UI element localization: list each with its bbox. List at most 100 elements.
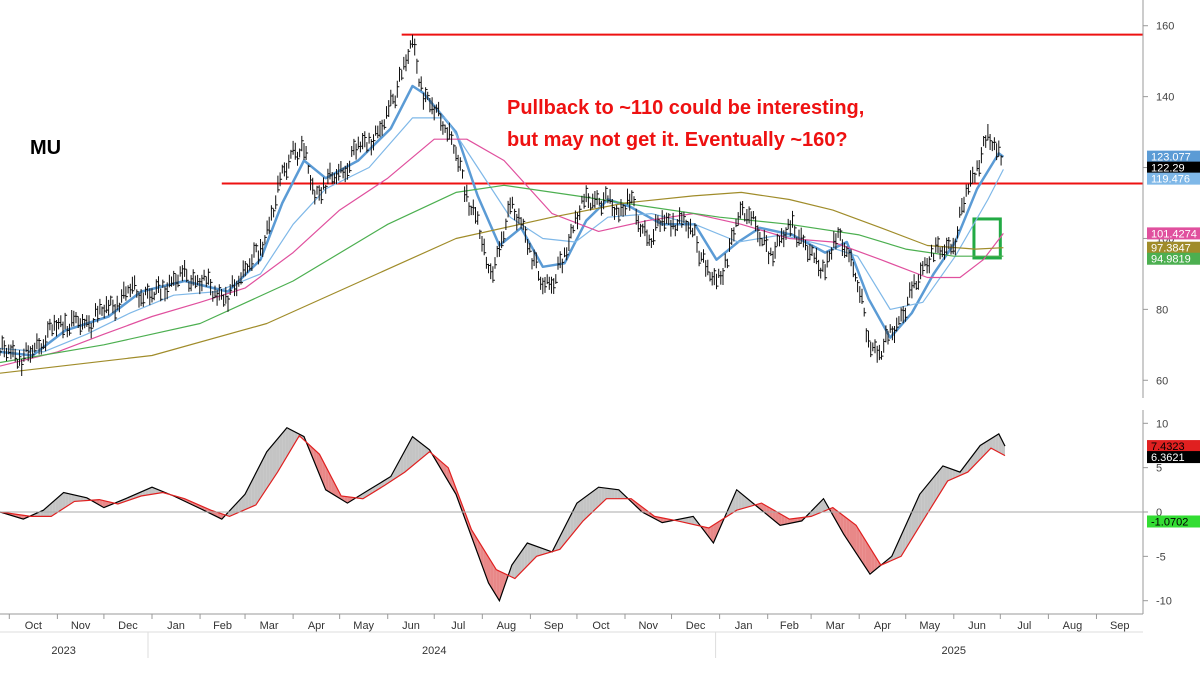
x-axis-month-label: Jul [451,620,465,632]
osc-fill-segment [288,428,292,454]
osc-axis-tick-label: -5 [1156,551,1166,563]
osc-fill-segment [614,489,618,499]
osc-fill-segment [241,494,246,512]
osc-fill-segment [260,457,264,498]
osc-fill-segment [821,500,826,512]
osc-fill-segment [902,525,906,554]
osc-fill-segment [341,496,345,502]
osc-fill-segment [542,548,546,555]
osc-fill-segment [521,547,525,573]
x-axis-month-label: Oct [592,620,609,632]
x-axis-year-label: 2023 [51,645,75,657]
osc-fill-segment [334,484,339,498]
osc-fill-segment [728,500,733,516]
osc-fill-segment [266,448,270,489]
highlight-box-rect [972,217,1002,260]
osc-fill-segment [406,442,410,471]
osc-fill-segment [924,484,928,519]
osc-fill-segment [502,572,506,592]
osc-fill-segment [812,506,816,516]
osc-fill-segment [257,463,261,503]
osc-fill-segment [294,431,298,444]
x-axis-month-label: Jun [968,620,986,632]
moving-average-lines [0,84,1005,374]
osc-fill-segment [657,517,661,522]
osc-fill-segment [65,492,69,508]
price-tag: 94.9819 [1147,252,1200,266]
osc-fill-segment [617,489,621,499]
osc-fill-segment [691,516,695,525]
osc-fill-segment [604,487,608,501]
osc-fill-segment [77,495,81,502]
osc-fill-segment [536,546,540,557]
osc-tag-label: -1.0702 [1151,516,1188,528]
osc-fill-segment [325,466,329,492]
x-axis: Oct Nov Dec Jan Feb Mar Apr May Jun Jul Aug Sep Oct N… [0,613,1143,658]
price-tag: 119.476 [1147,172,1200,186]
osc-fill-segment [865,540,869,572]
x-axis-month-label: Sep [544,620,564,632]
osc-fill-segment [151,487,156,495]
osc-fill-segment [490,559,494,591]
osc-fill-segment [989,437,993,450]
osc-fill-segment [269,444,273,484]
osc-fill-segment [539,547,543,556]
osc-fill-segment [896,539,900,559]
x-axis-month-label: Mar [826,620,845,632]
osc-fill-segment [62,492,66,510]
price-axis-tick-label: 60 [1156,375,1168,387]
price-axis-tick-label: 160 [1156,21,1174,33]
osc-fill-segment [905,518,909,549]
osc-fill-segment [586,494,590,518]
osc-fill-segment [961,465,965,475]
osc-fill-segment [942,465,947,489]
osc-fill-segment [52,499,56,516]
osc-fill-segment [707,526,711,539]
x-axis-month-label: Jun [402,620,420,632]
x-axis-month-label: Oct [25,620,42,632]
osc-fill-segment [514,556,518,579]
osc-fill-segment [443,463,447,479]
oscillator-lines [0,426,1006,603]
osc-fill-segment [936,469,940,499]
osc-fill-segment [533,545,537,560]
osc-fill-segment [620,491,624,499]
x-axis-month-label: Dec [686,620,706,632]
osc-axis-tick-label: 5 [1156,463,1162,475]
osc-fill-segment [682,517,686,523]
price-axis-tick-label: 140 [1156,92,1174,104]
osc-fill-segment [716,521,720,536]
osc-fill-segment [276,436,280,475]
oscillator-axis: -10 -5 0 5 10 [0,410,1172,614]
osc-fill-segment [980,443,984,460]
osc-fill-segment [583,496,587,521]
osc-fill-segment [918,492,922,529]
price-bars [0,34,1004,376]
price-bars-path [0,34,1004,376]
price-tag-bg [1147,252,1200,265]
price-tag-bg [1147,150,1200,163]
price-panel: 6080100120140160 123.077122.29119.476101… [0,0,1200,398]
osc-axis-tick-label: 0 [1156,507,1162,519]
osc-fill-segment [251,476,255,507]
osc-fill-segment [607,488,612,499]
osc-fill-segment [55,496,59,514]
osc-fill-segment [800,517,804,522]
osc-fill-segment [781,514,785,525]
osc-fill-segment [828,506,832,513]
x-axis-month-label: May [353,620,374,632]
osc-fill-segment [843,515,847,539]
price-axis-tick-label: 80 [1156,304,1168,316]
osc-fill-segment [710,525,714,544]
osc-fill-segment [601,487,605,504]
osc-fill-segment [595,487,599,510]
x-axis-month-label: Dec [118,620,138,632]
x-axis-month-label: Jul [1017,620,1031,632]
osc-fill-segment [592,489,596,512]
osc-tag-bg [1147,440,1200,453]
price-tag: 97.3847 [1147,241,1200,255]
osc-fill-segment [517,551,522,576]
osc-fill-segment [769,507,773,519]
osc-fill-segment [524,543,528,570]
